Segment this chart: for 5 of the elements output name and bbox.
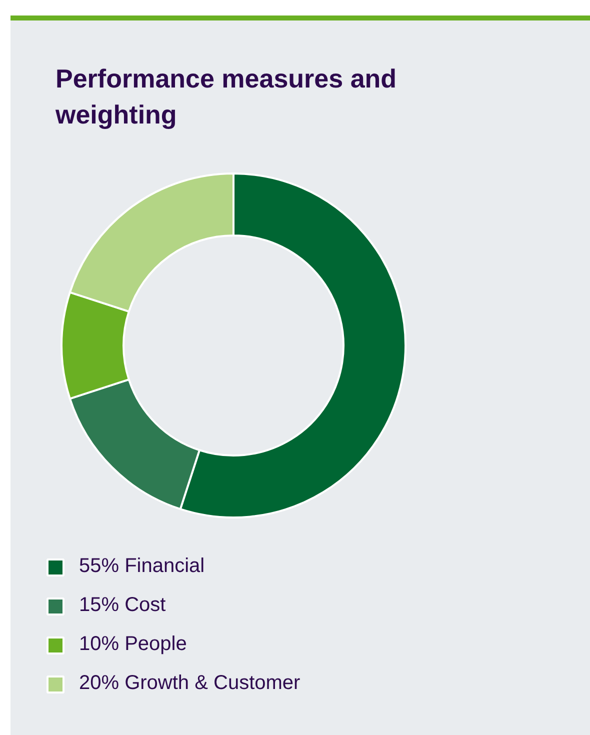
- legend-label: 55% Financial: [79, 555, 205, 578]
- legend-label: 20% Growth & Customer: [79, 672, 300, 695]
- legend-label: 15% Cost: [79, 594, 166, 617]
- legend-label: 10% People: [79, 633, 187, 656]
- chart-title: Performance measures and weighting: [54, 64, 397, 130]
